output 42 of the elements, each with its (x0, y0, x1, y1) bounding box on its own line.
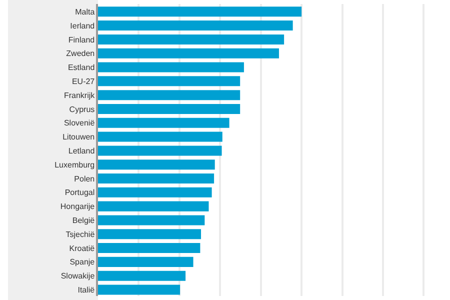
y-tick-label: Malta (75, 7, 96, 16)
bar (98, 34, 284, 44)
bar (98, 48, 279, 58)
bar (98, 229, 202, 240)
bar (98, 215, 205, 226)
bar (98, 201, 209, 212)
bar (98, 6, 302, 17)
y-tick-label: Finland (68, 35, 95, 44)
y-tick-label: Letland (68, 146, 95, 156)
y-tick-label: Portugal (64, 188, 95, 198)
y-tick-label: Polen (74, 174, 95, 184)
y-tick-label: Zweden (66, 49, 95, 58)
y-tick-label: Frankrijk (64, 90, 96, 100)
y-tick-label: Cyprus (69, 104, 95, 114)
y-tick-label: Luxemburg (54, 160, 95, 170)
y-tick-label: België (72, 216, 96, 226)
y-tick-label: Litouwen (62, 132, 95, 142)
bar (98, 160, 215, 170)
bar (98, 90, 240, 100)
y-tick-label: Slowakije (60, 272, 96, 281)
y-tick-label: Slovenië (64, 118, 96, 128)
y-tick-label: Italië (78, 286, 96, 295)
bar (98, 174, 214, 184)
bar (98, 187, 212, 198)
bar (98, 20, 293, 31)
bar (98, 284, 180, 295)
bar (98, 270, 186, 281)
bar (98, 62, 244, 72)
y-tick-label: Ierland (70, 21, 95, 30)
y-tick-label: EU-27 (72, 76, 96, 86)
bar (98, 146, 222, 156)
bar (98, 76, 240, 86)
y-tick-label: Hongarije (60, 202, 96, 212)
bar (98, 243, 200, 254)
y-tick-label: Kroatië (69, 244, 96, 253)
y-tick-label: Spanje (70, 258, 96, 267)
bar (98, 256, 194, 267)
bar (98, 104, 240, 114)
bar (98, 118, 230, 128)
bar (98, 132, 222, 142)
y-tick-label: Estland (68, 63, 95, 72)
y-tick-label: Tsjechië (66, 230, 96, 239)
